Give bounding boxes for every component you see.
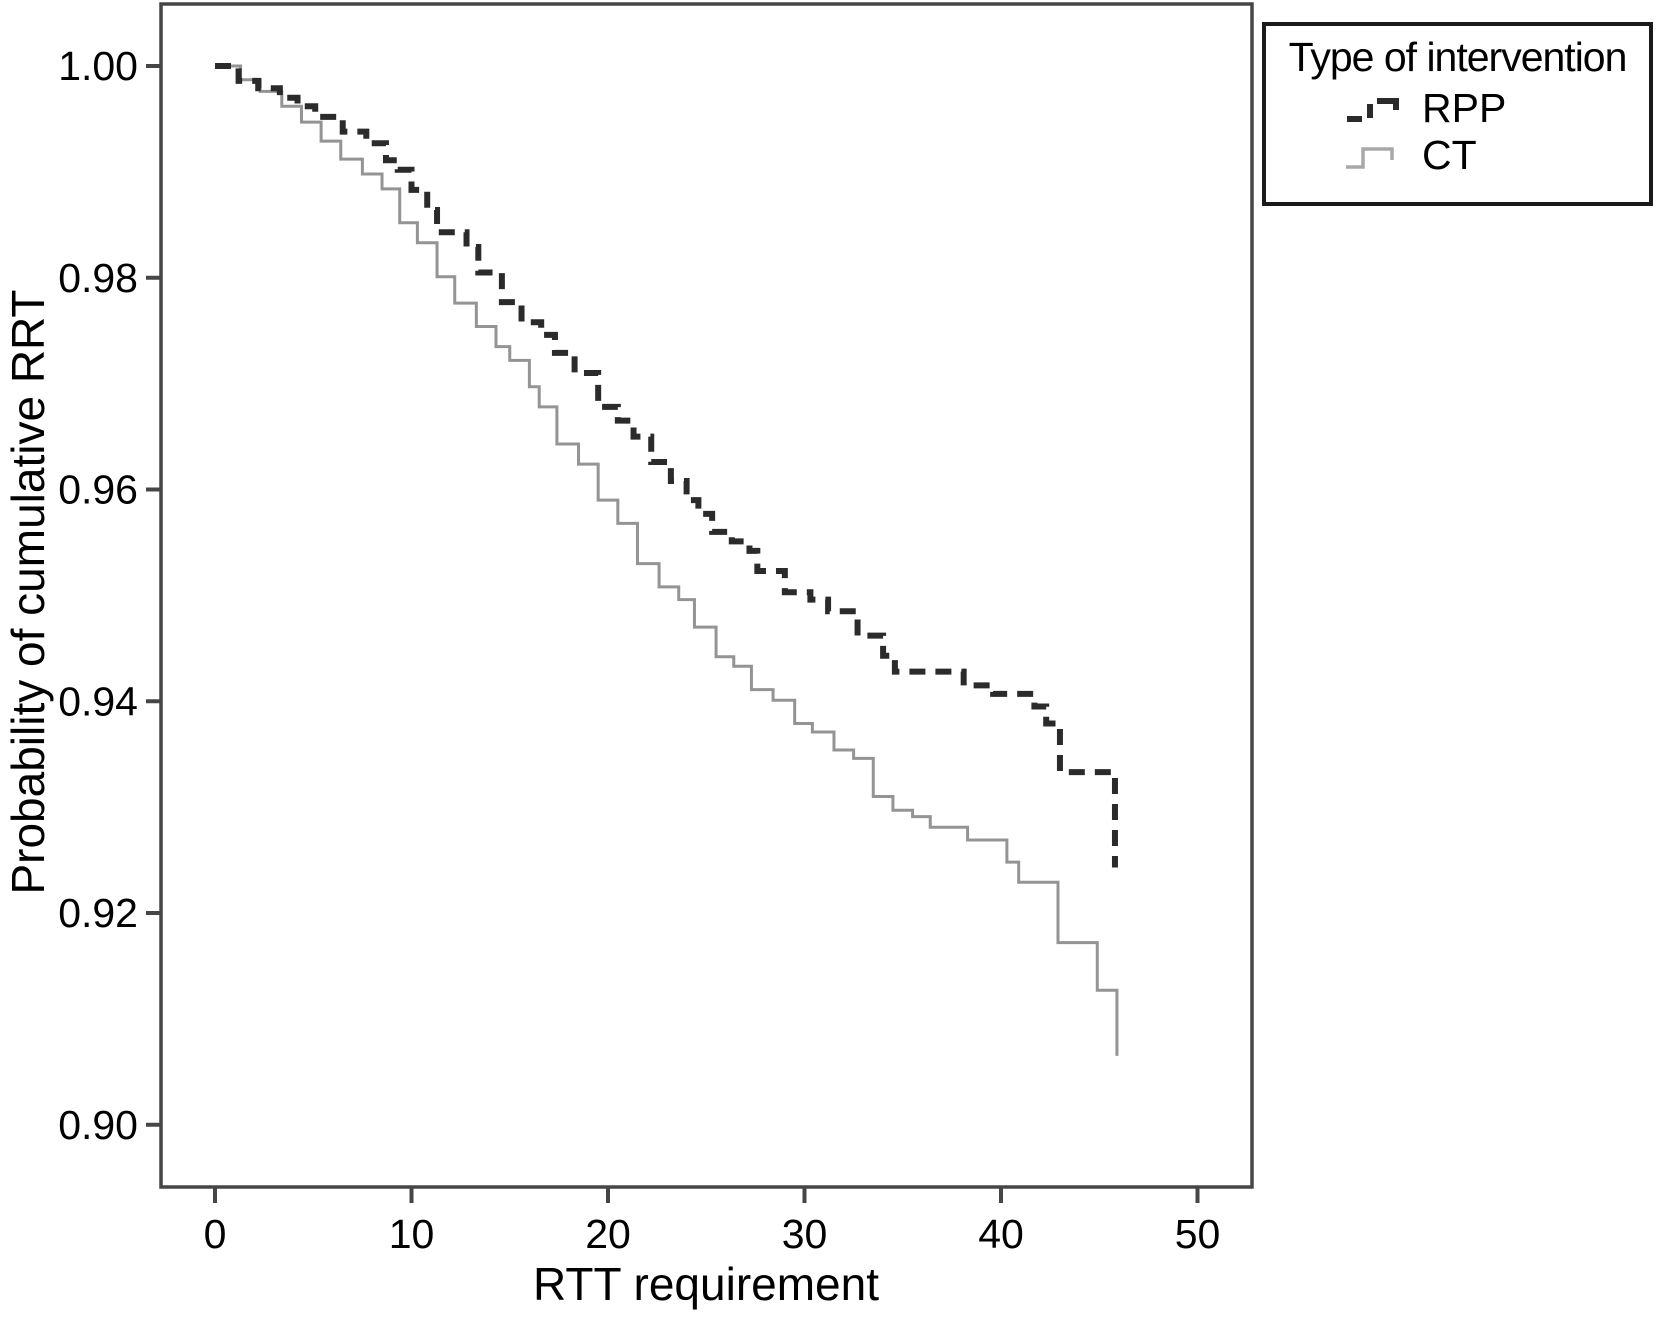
y-tick-label: 0.94 bbox=[58, 678, 138, 724]
y-tick-label: 0.90 bbox=[58, 1102, 138, 1148]
x-tick-label: 50 bbox=[1175, 1211, 1221, 1257]
y-tick-label: 0.92 bbox=[58, 890, 138, 936]
y-axis-title: Probability of cumulative RRT bbox=[2, 289, 54, 894]
plot-border bbox=[159, 2, 1254, 1189]
legend-item-rpp: RPP bbox=[1266, 85, 1649, 132]
legend-label-rpp: RPP bbox=[1422, 85, 1507, 131]
legend-label-ct: CT bbox=[1422, 132, 1477, 178]
legend-title: Type of intervention bbox=[1288, 34, 1628, 80]
y-tick-label: 0.96 bbox=[58, 467, 138, 513]
legend-item-ct: CT bbox=[1266, 132, 1649, 179]
series-ct-curve bbox=[215, 64, 1119, 1056]
legend-items: RPP CT bbox=[1266, 85, 1649, 179]
x-tick-label: 30 bbox=[782, 1211, 828, 1257]
ct-solid-step-line-icon bbox=[1346, 146, 1394, 169]
y-tick-label: 0.98 bbox=[58, 255, 138, 301]
x-axis-title: RTT requirement bbox=[533, 1258, 879, 1310]
x-tick-label: 40 bbox=[978, 1211, 1024, 1257]
y-tick-label: 1.00 bbox=[58, 43, 138, 89]
legend: Type of intervention RPP CT bbox=[1262, 22, 1653, 206]
rpp-dashed-step-line-icon bbox=[1347, 97, 1399, 122]
x-tick-label: 10 bbox=[389, 1211, 435, 1257]
series-rpp-curve bbox=[215, 63, 1118, 868]
x-tick-label: 20 bbox=[585, 1211, 631, 1257]
x-tick-label: 0 bbox=[204, 1211, 227, 1257]
